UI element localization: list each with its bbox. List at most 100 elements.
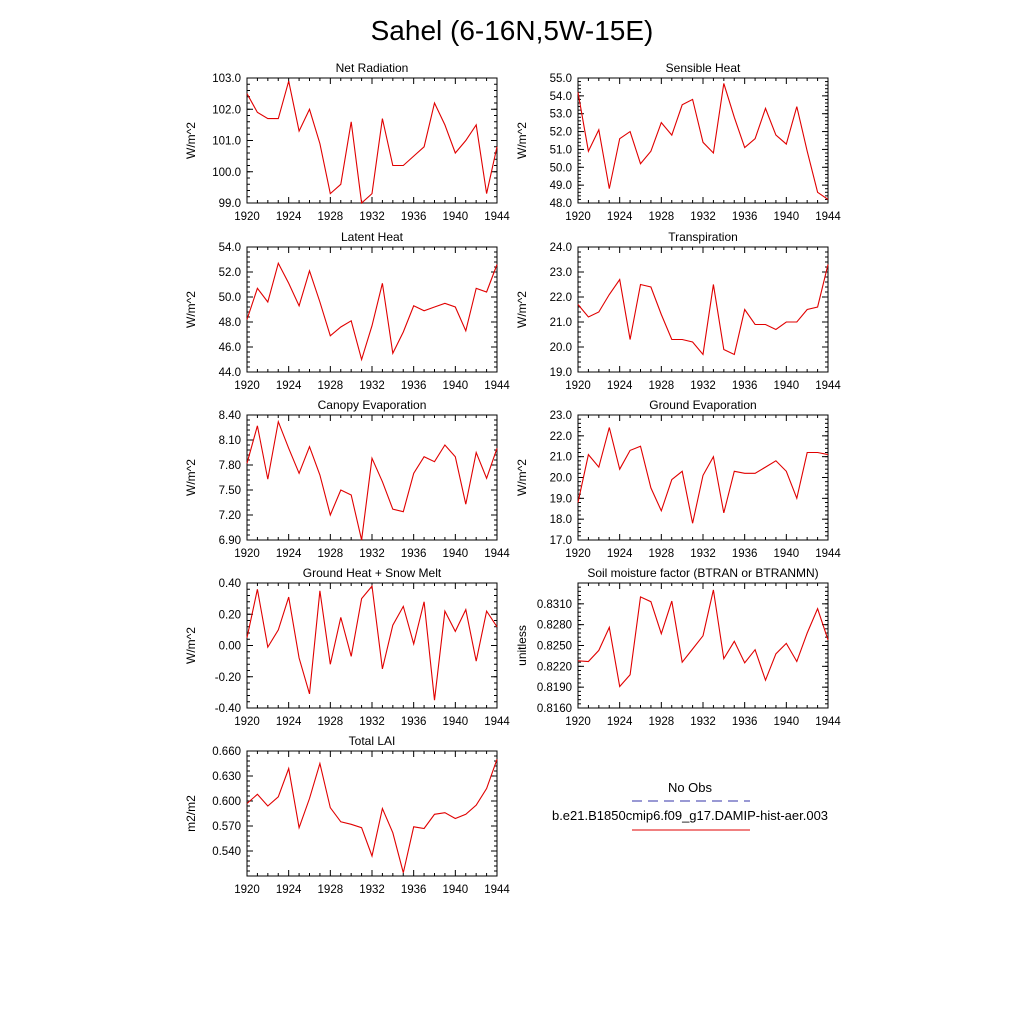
y-tick-label: 0.660	[212, 746, 241, 758]
x-tick-label: 1928	[318, 380, 344, 392]
panel-9: Total LAI m2/m2 1920 1924 1928 1932 1936 1940 19…	[184, 734, 510, 896]
y-tick-label: 7.80	[219, 460, 241, 472]
y-tick-label: 0.40	[219, 578, 241, 590]
y-axis-label: W/m^2	[184, 122, 198, 159]
series-line	[577, 589, 829, 688]
panel-title: Latent Heat	[341, 230, 404, 244]
y-tick-label: -0.40	[215, 703, 241, 715]
y-tick-label: 0.8280	[537, 620, 572, 632]
y-tick-label: 50.0	[550, 162, 572, 174]
y-tick-label: 21.0	[550, 317, 572, 329]
x-tick-label: 1932	[359, 211, 385, 223]
x-tick-label: 1924	[607, 548, 633, 560]
x-tick-label: 1932	[690, 211, 716, 223]
x-tick-label: 1920	[234, 884, 260, 896]
x-tick-label: 1940	[443, 548, 469, 560]
y-axis-label: W/m^2	[515, 459, 529, 496]
x-tick-label: 1940	[774, 211, 800, 223]
x-tick-label: 1928	[649, 548, 675, 560]
series-line	[246, 261, 498, 362]
series-line	[246, 80, 498, 205]
x-tick-label: 1920	[565, 380, 591, 392]
y-tick-label: 46.0	[219, 342, 241, 354]
series-line	[577, 83, 829, 200]
plot-frame	[577, 582, 829, 709]
y-tick-label: 24.0	[550, 242, 572, 254]
x-tick-label: 1932	[690, 548, 716, 560]
y-tick-label: 0.00	[219, 641, 241, 653]
x-tick-label: 1932	[359, 884, 385, 896]
x-tick-label: 1924	[276, 716, 302, 728]
x-tick-label: 1944	[815, 716, 841, 728]
x-tick-label: 1944	[815, 380, 841, 392]
panels: Net Radiation W/m^2 1920 1924 1928 1932 1936 19…	[184, 61, 841, 896]
x-tick-label: 1928	[318, 884, 344, 896]
legend: No Obs b.e21.B1850cmip6.f09_g17.DAMIP-hi…	[552, 780, 828, 831]
panel-title: Net Radiation	[336, 61, 409, 75]
x-tick-label: 1920	[234, 211, 260, 223]
x-tick-label: 1928	[318, 548, 344, 560]
x-tick-label: 1928	[649, 716, 675, 728]
y-axis-label: W/m^2	[184, 459, 198, 496]
y-tick-label: 21.0	[550, 452, 572, 464]
plot-frame	[246, 246, 498, 373]
x-tick-label: 1936	[401, 548, 427, 560]
x-tick-label: 1920	[565, 211, 591, 223]
y-tick-label: 100.0	[212, 167, 241, 179]
y-tick-label: 0.8160	[537, 703, 572, 715]
y-tick-label: 7.20	[219, 510, 241, 522]
series-line	[246, 584, 498, 701]
x-tick-label: 1936	[401, 380, 427, 392]
panel-6: Ground Evaporation W/m^2 1920 1924 1928 1932 1…	[515, 398, 841, 560]
y-tick-label: 99.0	[219, 198, 241, 210]
x-tick-label: 1932	[359, 380, 385, 392]
y-tick-label: 8.10	[219, 435, 241, 447]
y-tick-label: 53.0	[550, 109, 572, 121]
y-tick-label: 0.570	[212, 821, 241, 833]
panel-title: Sensible Heat	[666, 61, 741, 75]
x-tick-label: 1920	[234, 716, 260, 728]
y-tick-label: 54.0	[219, 242, 241, 254]
x-tick-label: 1940	[774, 548, 800, 560]
y-tick-label: 101.0	[212, 136, 241, 148]
y-tick-label: 52.0	[550, 127, 572, 139]
x-tick-label: 1924	[276, 380, 302, 392]
y-tick-label: 22.0	[550, 431, 572, 443]
y-axis-label: W/m^2	[184, 627, 198, 664]
y-axis-label: W/m^2	[515, 291, 529, 328]
panel-title: Transpiration	[668, 230, 738, 244]
x-tick-label: 1920	[234, 548, 260, 560]
panel-title: Ground Heat + Snow Melt	[303, 566, 442, 580]
panel-title: Soil moisture factor (BTRAN or BTRANMN)	[587, 566, 818, 580]
y-tick-label: 51.0	[550, 144, 572, 156]
x-tick-label: 1928	[318, 211, 344, 223]
legend-obs-label: No Obs	[668, 780, 713, 795]
x-tick-label: 1944	[484, 716, 510, 728]
y-axis-label: W/m^2	[184, 291, 198, 328]
x-tick-label: 1920	[565, 548, 591, 560]
y-tick-label: 0.8220	[537, 661, 572, 673]
y-axis-label: W/m^2	[515, 122, 529, 159]
x-tick-label: 1924	[276, 548, 302, 560]
x-tick-label: 1932	[359, 548, 385, 560]
x-tick-label: 1932	[359, 716, 385, 728]
x-tick-label: 1936	[401, 716, 427, 728]
y-tick-label: 6.90	[219, 535, 241, 547]
x-tick-label: 1924	[276, 884, 302, 896]
x-tick-label: 1924	[607, 211, 633, 223]
x-tick-label: 1924	[276, 211, 302, 223]
panel-title: Canopy Evaporation	[318, 398, 427, 412]
series-line	[246, 419, 498, 541]
y-tick-label: 54.0	[550, 91, 572, 103]
series-line	[577, 264, 829, 356]
y-tick-label: 44.0	[219, 367, 241, 379]
x-tick-label: 1932	[690, 380, 716, 392]
series-line	[246, 759, 498, 873]
y-tick-label: 48.0	[550, 198, 572, 210]
x-tick-label: 1936	[401, 884, 427, 896]
y-tick-label: 23.0	[550, 267, 572, 279]
y-tick-label: 0.8190	[537, 682, 572, 694]
x-tick-label: 1928	[649, 211, 675, 223]
x-tick-label: 1944	[815, 548, 841, 560]
